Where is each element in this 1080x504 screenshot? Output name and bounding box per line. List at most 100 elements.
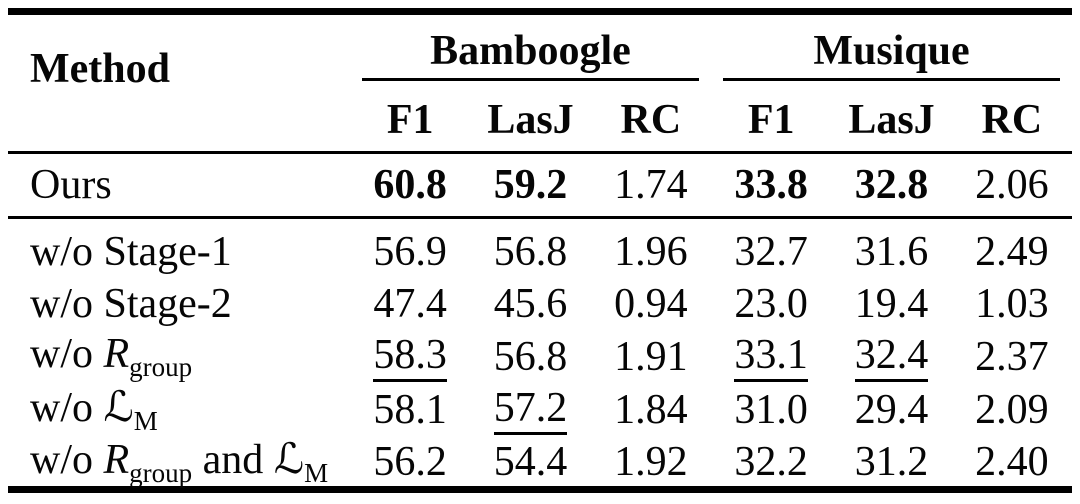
cell-bamboogle-lasj: 56.8 — [470, 333, 590, 381]
cell-value: 32.4 — [854, 334, 929, 382]
cell-musique-lasj: 19.4 — [831, 280, 951, 328]
table-header: Method Bamboogle Musique F1 LasJ RC F1 L… — [8, 15, 1072, 151]
script-l-symbol: ℒ — [103, 382, 134, 431]
cell-value: 1.03 — [975, 281, 1049, 327]
cell-musique-rc: 2.40 — [952, 438, 1072, 486]
group-header-bamboogle-label: Bamboogle — [430, 28, 631, 74]
table-row-ours: Ours 60.8 59.2 1.74 33.8 32.8 2.06 — [8, 154, 1072, 216]
cell-value: 56.2 — [373, 438, 447, 485]
bamboogle-cmidrule — [362, 78, 699, 81]
row-label-text: w/o — [30, 331, 104, 377]
cell-bamboogle-rc: 1.84 — [591, 386, 711, 434]
cell-musique-f1: 32.7 — [711, 228, 831, 276]
cell-value: 58.3 — [373, 334, 447, 382]
subheader-bamboogle-f1: F1 — [386, 97, 434, 143]
cell-bamboogle-f1: 47.4 — [350, 280, 470, 328]
cell-bamboogle-f1: 56.2 — [350, 438, 470, 486]
cell-bamboogle-f1: 56.9 — [350, 228, 470, 276]
row-label: w/o Stage-2 — [8, 280, 350, 328]
row-label: Ours — [8, 161, 350, 209]
cell-bamboogle-lasj: 54.4 — [470, 438, 590, 486]
group-header-bamboogle: Bamboogle — [350, 15, 711, 81]
cell-bamboogle-lasj: 57.2 — [470, 384, 590, 435]
row-label-text: Ours — [30, 162, 112, 208]
cell-musique-f1: 32.2 — [711, 438, 831, 486]
cell-bamboogle-lasj: 59.2 — [470, 161, 590, 209]
cell-value: 31.6 — [854, 229, 929, 275]
cell-value: 1.91 — [614, 333, 688, 380]
cell-value: 32.8 — [854, 162, 929, 208]
musique-cmidrule — [723, 78, 1060, 81]
cell-value: 1.96 — [614, 229, 688, 275]
cell-value: 33.8 — [734, 162, 808, 208]
subheader-musique-lasj: LasJ — [848, 97, 935, 143]
cell-musique-f1: 33.8 — [711, 161, 831, 209]
cell-value: 2.37 — [975, 333, 1049, 380]
group-header-musique-label: Musique — [813, 28, 970, 74]
cell-value: 31.2 — [854, 438, 929, 485]
subscript-m: M — [133, 406, 158, 436]
subscript-group: group — [129, 458, 193, 488]
table-row-wo-lm: w/o ℒM 58.1 57.2 1.84 31.0 29.4 2.09 — [8, 382, 1072, 436]
cell-value: 1.84 — [614, 386, 688, 433]
cell-value: 23.0 — [734, 281, 808, 327]
cell-value: 0.94 — [614, 281, 688, 327]
cell-value: 32.7 — [734, 229, 808, 275]
cell-musique-lasj: 31.6 — [831, 228, 951, 276]
cell-value: 54.4 — [493, 438, 568, 485]
cell-value: 19.4 — [854, 281, 929, 327]
subscript-m: M — [304, 458, 329, 488]
cell-value: 56.8 — [493, 333, 568, 380]
row-label: w/o Stage-1 — [8, 228, 350, 276]
cell-value: 45.6 — [493, 281, 568, 327]
method-column-header: Method — [8, 1, 350, 137]
cell-musique-f1: 31.0 — [711, 386, 831, 434]
cell-bamboogle-f1: 60.8 — [350, 161, 470, 209]
cell-bamboogle-f1: 58.1 — [350, 386, 470, 434]
cell-musique-f1: 33.1 — [711, 331, 831, 382]
subheader-musique-rc: RC — [981, 97, 1043, 143]
table-row-wo-stage-2: w/o Stage-2 47.4 45.6 0.94 23.0 19.4 1.0… — [8, 278, 1072, 330]
cell-bamboogle-rc: 1.92 — [591, 438, 711, 486]
cell-value: 56.8 — [493, 229, 568, 275]
cell-value: 32.2 — [734, 438, 808, 485]
cell-value: 1.92 — [614, 438, 688, 485]
script-l-symbol: ℒ — [273, 434, 305, 483]
cell-value: 29.4 — [854, 386, 929, 433]
cell-musique-lasj: 32.4 — [831, 331, 951, 382]
cell-value: 2.06 — [975, 162, 1049, 208]
group-header-musique: Musique — [711, 15, 1072, 81]
cell-value: 2.49 — [975, 229, 1049, 275]
cell-musique-lasj: 31.2 — [831, 438, 951, 486]
ablation-table: Method Bamboogle Musique F1 LasJ RC F1 L… — [8, 8, 1072, 493]
cell-musique-rc: 2.37 — [952, 333, 1072, 381]
cell-value: 33.1 — [734, 334, 808, 382]
cell-value: 2.40 — [975, 438, 1049, 485]
math-r-symbol: R — [103, 331, 130, 377]
row-label-text: w/o — [30, 437, 104, 483]
cell-bamboogle-lasj: 56.8 — [470, 228, 590, 276]
cell-value: 31.0 — [734, 386, 808, 433]
cell-bamboogle-rc: 1.74 — [591, 161, 711, 209]
cell-bamboogle-rc: 0.94 — [591, 280, 711, 328]
subheader-bamboogle-rc: RC — [620, 97, 682, 143]
cell-musique-rc: 1.03 — [952, 280, 1072, 328]
cell-value: 1.74 — [614, 162, 688, 208]
ablation-rows: w/o Stage-1 56.9 56.8 1.96 32.7 31.6 2.4… — [8, 219, 1072, 489]
method-header-label: Method — [30, 46, 170, 92]
table-row-wo-stage-1: w/o Stage-1 56.9 56.8 1.96 32.7 31.6 2.4… — [8, 226, 1072, 278]
cell-musique-f1: 23.0 — [711, 280, 831, 328]
math-r-symbol: R — [103, 437, 130, 483]
subscript-group: group — [129, 352, 193, 382]
table-row-wo-r-group: w/o Rgroup 58.3 56.8 1.91 33.1 32.4 2.37 — [8, 330, 1072, 382]
cell-value: 47.4 — [373, 281, 447, 327]
header-rule — [8, 151, 1072, 154]
cell-value: 58.1 — [373, 386, 447, 433]
cell-value: 57.2 — [493, 387, 568, 435]
cell-musique-lasj: 32.8 — [831, 161, 951, 209]
cell-musique-lasj: 29.4 — [831, 386, 951, 434]
row-label: w/o Rgroup and ℒM — [8, 434, 350, 489]
row-label-text: w/o Stage-1 — [30, 229, 232, 275]
cell-value: 60.8 — [373, 162, 447, 208]
table-row-wo-r-group-and-lm: w/o Rgroup and ℒM 56.2 54.4 1.92 32.2 31… — [8, 434, 1072, 489]
